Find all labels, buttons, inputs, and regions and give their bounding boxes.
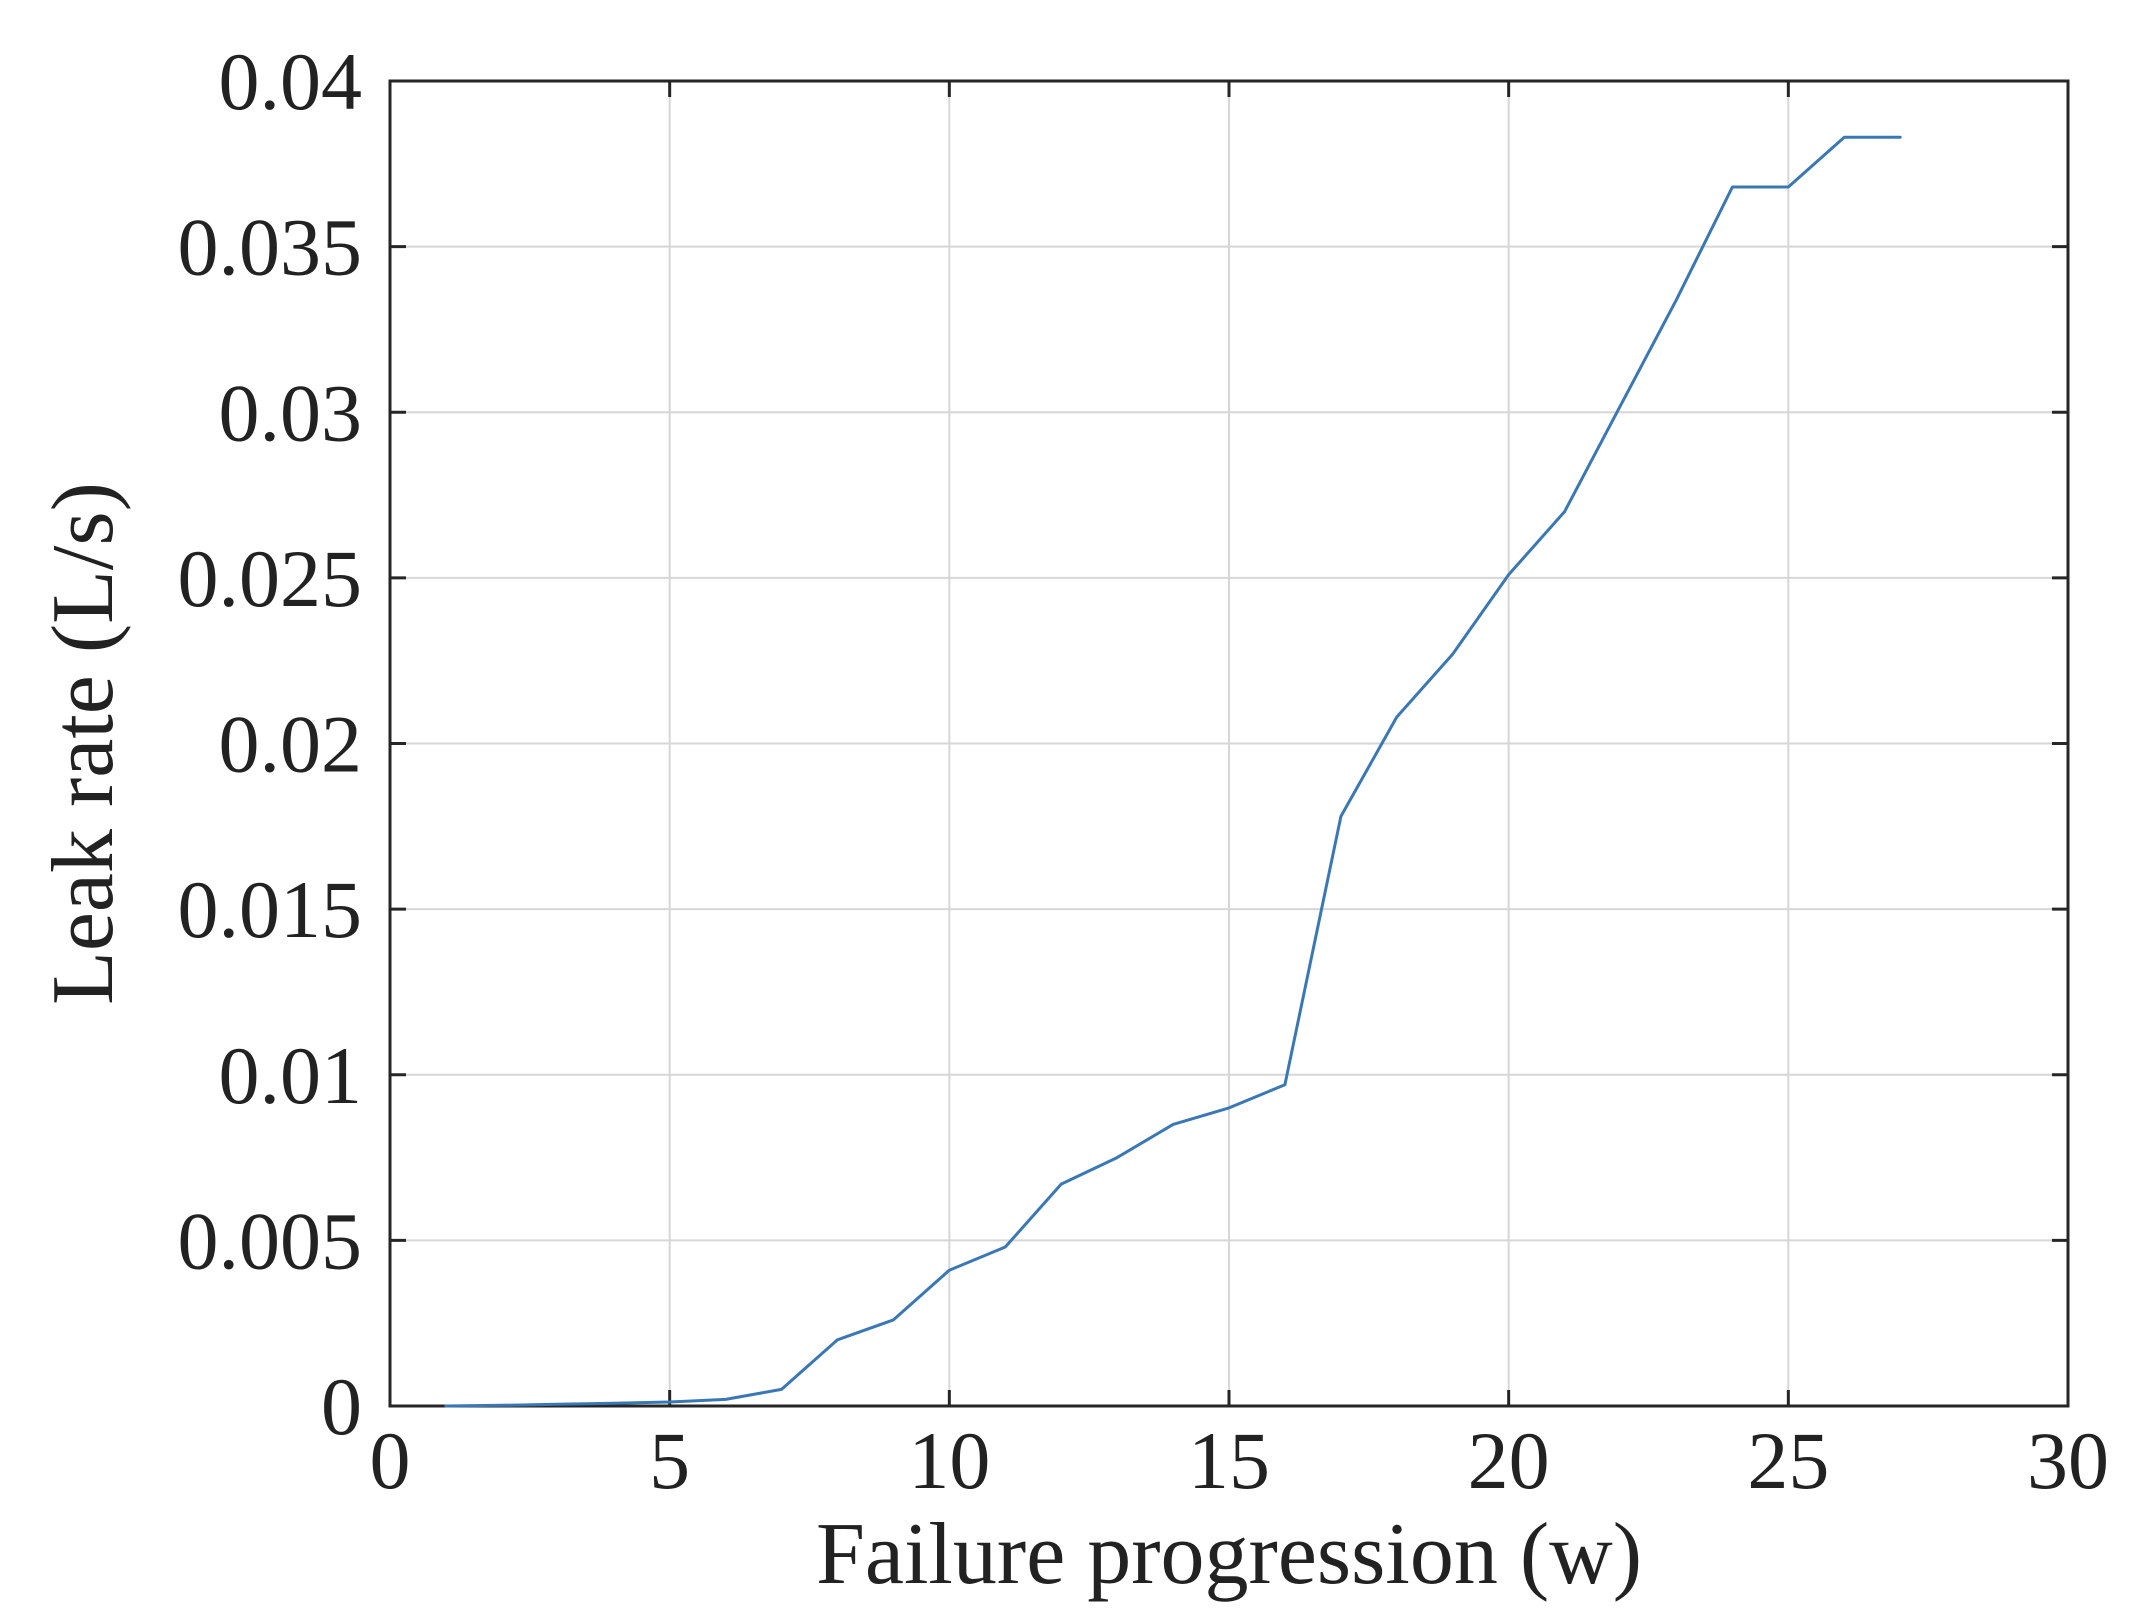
- grid-lines: [390, 81, 2068, 1406]
- x-tick-label: 10: [908, 1415, 990, 1506]
- y-axis-tick-labels: 0 0.005 0.01 0.015 0.02 0.025 0.03 0.035 0.04: [178, 36, 363, 1452]
- leak-rate-series-line: [444, 135, 1902, 1408]
- y-tick-label: 0.035: [178, 202, 363, 293]
- y-axis-label: Leak rate (L/s): [35, 482, 132, 1005]
- x-tick-label: 15: [1188, 1415, 1270, 1506]
- y-tick-label: 0.025: [178, 533, 363, 624]
- y-tick-label: 0.01: [219, 1030, 363, 1121]
- x-tick-label: 20: [1468, 1415, 1550, 1506]
- x-axis-tick-labels: 0 5 10 15 20 25 30: [370, 1415, 2110, 1506]
- y-tick-label: 0.015: [178, 864, 363, 955]
- axis-ticks: [388, 79, 2070, 1408]
- x-tick-label: 5: [649, 1415, 690, 1506]
- y-tick-label: 0.03: [219, 367, 363, 458]
- x-tick-label: 0: [370, 1415, 411, 1506]
- x-axis-label: Failure progression (w): [816, 1506, 1642, 1603]
- y-tick-label: 0.04: [219, 36, 363, 127]
- y-tick-label: 0: [321, 1361, 362, 1452]
- y-tick-label: 0.005: [178, 1195, 363, 1286]
- x-tick-label: 25: [1747, 1415, 1829, 1506]
- x-tick-label: 30: [2027, 1415, 2109, 1506]
- y-tick-label: 0.02: [219, 699, 363, 790]
